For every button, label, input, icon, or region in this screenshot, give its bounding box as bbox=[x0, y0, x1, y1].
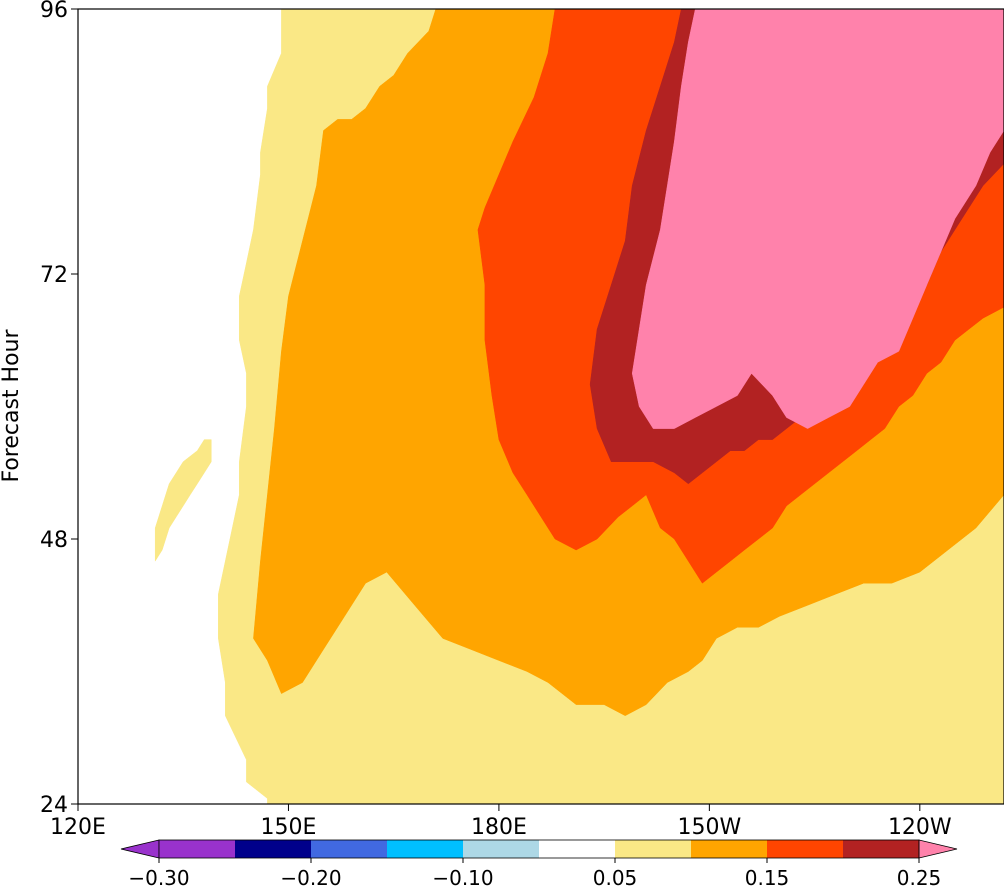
colorbar-tick-label: −0.30 bbox=[128, 866, 189, 890]
colorbar-tick-label: −0.10 bbox=[432, 866, 493, 890]
plot-frame bbox=[77, 8, 1004, 805]
colorbar: −0.30 −0.20 −0.10 0.05 0.15 0.25 bbox=[120, 839, 958, 890]
x-tick-label: 180E bbox=[471, 815, 527, 840]
contour-region-0.05 bbox=[154, 439, 212, 562]
x-tick-label: 120W bbox=[888, 815, 952, 840]
colorbar-segment bbox=[159, 840, 236, 858]
colorbar-segment bbox=[615, 840, 692, 858]
y-tick-label: 72 bbox=[40, 263, 68, 288]
colorbar-segment bbox=[235, 840, 312, 858]
colorbar-tick-label: −0.20 bbox=[280, 866, 341, 890]
colorbar-segment bbox=[311, 840, 388, 858]
contour-fills bbox=[154, 9, 1004, 804]
x-tick-label: 150E bbox=[261, 815, 317, 840]
contour-region-0.25 bbox=[631, 9, 1004, 429]
y-axis: 24 48 72 96 bbox=[40, 0, 78, 818]
colorbar-extend-min bbox=[120, 839, 160, 859]
y-tick-label: 24 bbox=[40, 793, 68, 818]
x-tick-label: 120E bbox=[50, 815, 106, 840]
x-axis: 120E 150E 180E 150W 120W bbox=[50, 804, 952, 840]
y-tick-label: 96 bbox=[40, 0, 68, 23]
colorbar-extend-max bbox=[918, 839, 958, 859]
colorbar-segment bbox=[767, 840, 844, 858]
y-tick-label: 48 bbox=[40, 528, 68, 553]
x-tick-label: 150W bbox=[677, 815, 741, 840]
colorbar-segment bbox=[539, 840, 616, 858]
colorbar-tick-label: 0.25 bbox=[897, 866, 942, 890]
colorbar-segment bbox=[843, 840, 920, 858]
colorbar-tick-label: 0.05 bbox=[593, 866, 638, 890]
colorbar-segment bbox=[463, 840, 540, 858]
colorbar-tick-label: 0.15 bbox=[745, 866, 790, 890]
colorbar-segment bbox=[387, 840, 464, 858]
y-axis-title: Forecast Hour bbox=[0, 329, 24, 483]
colorbar-frame bbox=[158, 839, 920, 859]
colorbar-segment bbox=[691, 840, 768, 858]
